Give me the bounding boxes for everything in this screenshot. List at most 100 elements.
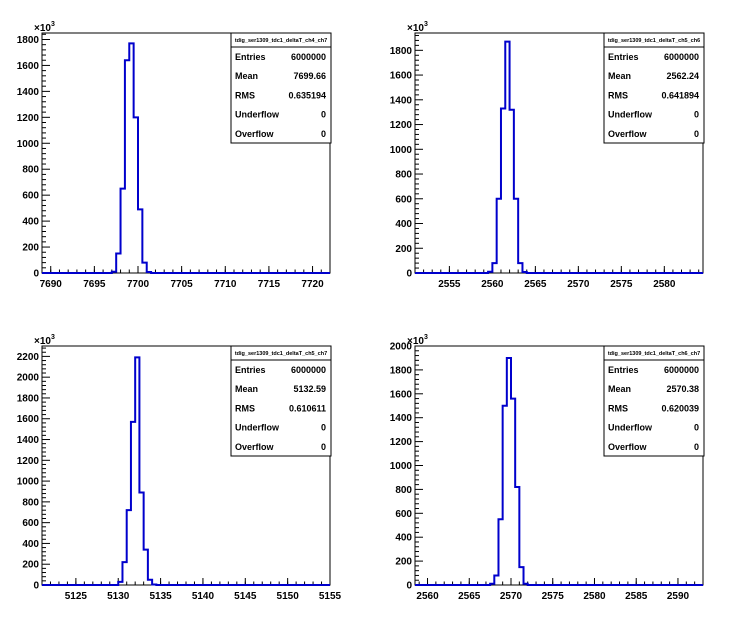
y-tick-label: 1800 — [17, 35, 40, 46]
x-tick-label: 2560 — [481, 279, 504, 290]
histogram-title: tdig_ser1309_tdc1_deltaT_ch5_ch7 — [235, 351, 327, 357]
x-tick-label: 5130 — [107, 591, 130, 602]
stats-value: 0 — [321, 423, 326, 433]
y-tick-label: 2000 — [390, 342, 413, 353]
y-tick-label: 200 — [395, 244, 412, 255]
y-multiplier-label: ×103 — [407, 21, 428, 34]
histogram-title: tdig_ser1309_tdc1_deltaT_ch4_ch7 — [235, 38, 327, 44]
stats-label: Underflow — [608, 423, 653, 433]
stats-value: 0 — [321, 110, 326, 120]
y-tick-label: 1800 — [17, 393, 40, 404]
stats-label: Entries — [608, 365, 639, 375]
stats-label: Overflow — [235, 129, 275, 139]
x-tick-label: 7695 — [83, 279, 106, 290]
x-tick-label: 2580 — [583, 591, 606, 602]
stats-label: Overflow — [608, 129, 648, 139]
stats-value: 6000000 — [664, 52, 699, 62]
stats-value: 0 — [321, 442, 326, 452]
y-tick-label: 600 — [22, 518, 39, 529]
stats-value: 6000000 — [664, 365, 699, 375]
stats-value: 0.610611 — [289, 403, 326, 413]
x-tick-label: 7700 — [127, 279, 150, 290]
x-tick-label: 5155 — [319, 591, 342, 602]
histogram-pad-3: 0 200 400 600 800 1000 1200 1400 1600 1800 2000 220… — [17, 334, 342, 602]
y-tick-label: 1400 — [390, 95, 413, 106]
stats-label: Overflow — [608, 442, 648, 452]
stats-value: 0 — [694, 129, 699, 139]
x-tick-label: 2585 — [625, 591, 648, 602]
stats-label: Entries — [235, 52, 266, 62]
stats-value: 0 — [694, 423, 699, 433]
histogram-outline — [42, 356, 330, 586]
x-tick-label: 7705 — [171, 279, 194, 290]
stats-value: 0 — [321, 129, 326, 139]
x-tick-label: 7720 — [301, 279, 324, 290]
histogram-outline — [42, 42, 330, 274]
histogram-title: tdig_ser1309_tdc1_deltaT_ch6_ch7 — [608, 351, 700, 357]
y-tick-label: 1200 — [17, 456, 40, 467]
y-tick-label: 800 — [395, 170, 412, 181]
stats-label: Underflow — [608, 110, 653, 120]
x-tick-label: 2565 — [524, 279, 547, 290]
x-tick-label: 5150 — [277, 591, 300, 602]
x-tick-label: 2555 — [438, 279, 461, 290]
stats-value: 2562.24 — [666, 71, 699, 81]
histogram-outline — [415, 356, 703, 586]
y-tick-label: 200 — [22, 243, 39, 254]
stats-value: 0.620039 — [661, 403, 699, 413]
stats-label: RMS — [608, 403, 628, 413]
y-tick-label: 0 — [406, 269, 412, 280]
y-tick-label: 600 — [395, 194, 412, 205]
y-tick-label: 1000 — [390, 145, 413, 156]
y-tick-label: 600 — [22, 191, 39, 202]
y-tick-label: 1600 — [17, 61, 40, 72]
y-tick-label: 1400 — [17, 435, 40, 446]
x-tick-label: 2590 — [667, 591, 690, 602]
histogram-outline — [415, 40, 703, 274]
x-tick-label: 5125 — [65, 591, 88, 602]
stats-value: 0 — [694, 442, 699, 452]
y-tick-label: 0 — [33, 581, 39, 592]
stats-label: Mean — [235, 384, 258, 394]
y-tick-label: 1600 — [390, 71, 413, 82]
stats-value: 7699.66 — [293, 71, 326, 81]
y-tick-label: 0 — [406, 581, 412, 592]
stats-label: Mean — [235, 71, 258, 81]
y-tick-label: 1800 — [390, 365, 413, 376]
x-tick-label: 2570 — [500, 591, 523, 602]
stats-value: 0.641894 — [661, 90, 699, 100]
y-tick-label: 400 — [22, 217, 39, 228]
stats-value: 0.635194 — [288, 90, 326, 100]
stats-label: Mean — [608, 384, 631, 394]
stats-value: 6000000 — [291, 52, 326, 62]
histogram-pad-4: 0 200 400 600 800 1000 1200 1400 1600 1800 2000×10… — [390, 334, 705, 602]
stats-label: Mean — [608, 71, 631, 81]
x-tick-label: 7710 — [214, 279, 237, 290]
stats-value: 2570.38 — [666, 384, 699, 394]
y-tick-label: 1800 — [390, 46, 413, 57]
stats-label: RMS — [608, 90, 628, 100]
stats-value: 5132.59 — [293, 384, 326, 394]
y-tick-label: 400 — [395, 219, 412, 230]
x-tick-label: 2560 — [416, 591, 439, 602]
x-tick-label: 2570 — [567, 279, 590, 290]
y-tick-label: 400 — [395, 533, 412, 544]
y-tick-label: 1600 — [390, 389, 413, 400]
stats-label: Entries — [235, 365, 266, 375]
y-tick-label: 1000 — [390, 461, 413, 472]
y-tick-label: 2000 — [17, 373, 40, 384]
x-tick-label: 2580 — [653, 279, 676, 290]
y-tick-label: 800 — [22, 165, 39, 176]
stats-label: RMS — [235, 90, 255, 100]
histogram-pad-1: 0 200 400 600 800 1000 1200 1400 1600 1800×103 769… — [17, 21, 332, 290]
stats-label: RMS — [235, 403, 255, 413]
stats-box — [230, 345, 332, 457]
y-tick-label: 1200 — [390, 120, 413, 131]
y-tick-label: 800 — [395, 485, 412, 496]
y-tick-label: 200 — [395, 557, 412, 568]
stats-box — [603, 32, 705, 144]
x-tick-label: 5140 — [192, 591, 215, 602]
y-tick-label: 800 — [22, 497, 39, 508]
stats-label: Overflow — [235, 442, 275, 452]
